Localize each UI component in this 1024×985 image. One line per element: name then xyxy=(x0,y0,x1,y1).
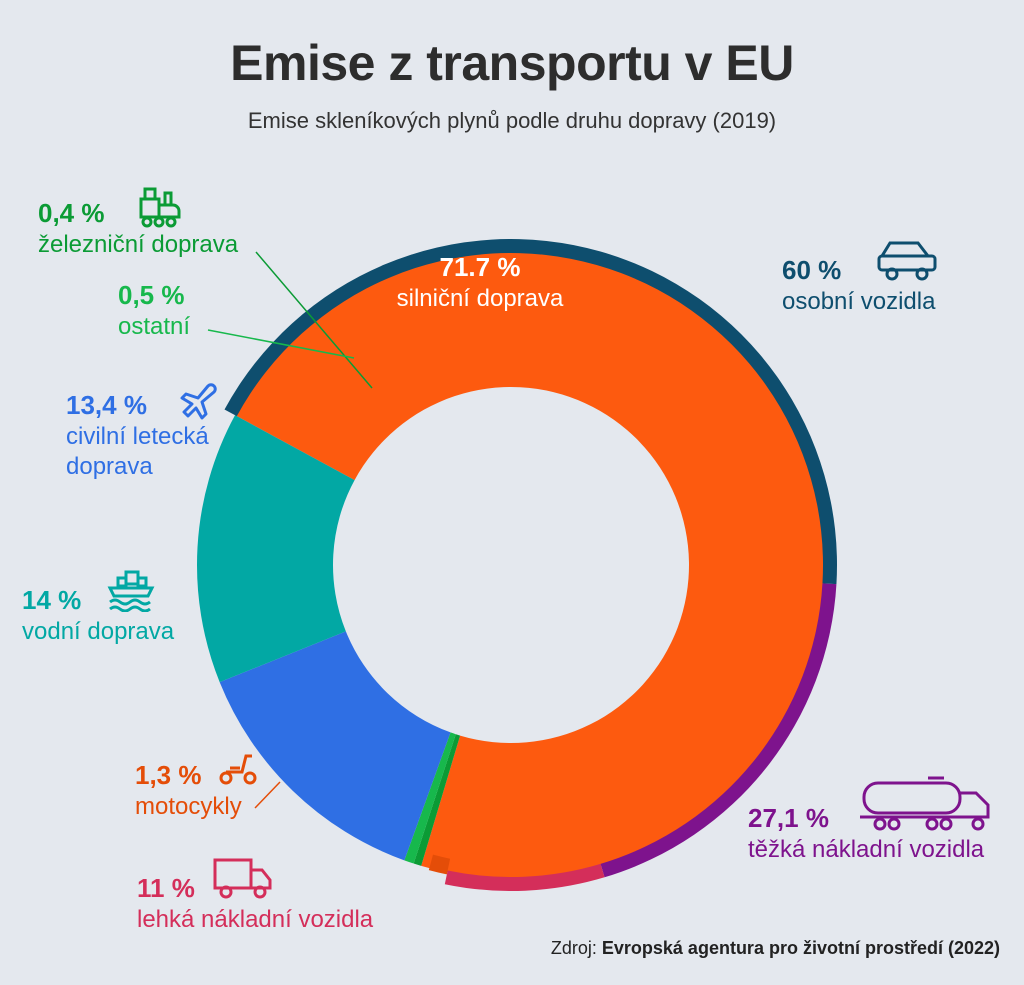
water-name: vodní doprava xyxy=(22,618,175,645)
label-water: 14 % vodní doprava xyxy=(22,585,174,647)
water-value: 14 % xyxy=(22,585,82,615)
cars-value: 60 % xyxy=(782,255,842,285)
van-icon xyxy=(213,858,272,899)
moto-leader-line xyxy=(254,781,281,809)
heavy-name: těžká nákladní vozidla xyxy=(748,836,985,863)
outer-slice-tezka-nakladni-vozidla xyxy=(600,583,837,878)
other-name: ostatní xyxy=(118,313,191,340)
page-subtitle: Emise skleníkových plynů podle druhu dop… xyxy=(247,108,777,133)
label-light: 11 % lehká nákladní vozidla xyxy=(137,873,373,935)
inner-slice-zeleznicni-doprava xyxy=(413,734,461,866)
tanker-truck-icon xyxy=(860,776,990,831)
label-aviation: 13,4 % civilní letecká doprava xyxy=(66,390,209,482)
train-icon xyxy=(139,187,181,228)
aviation-value: 13,4 % xyxy=(66,390,147,420)
outer-slice-lehka-nakladni-vozidla xyxy=(444,863,605,892)
rail-leader-line xyxy=(255,251,373,389)
label-heavy: 27,1 % těžká nákladní vozidla xyxy=(748,803,984,865)
cars-name: osobní vozidla xyxy=(782,288,936,315)
label-other: 0,5 % ostatní xyxy=(118,280,190,342)
rail-name: železniční doprava xyxy=(38,231,239,258)
other-leader-line xyxy=(207,329,355,359)
ship-icon xyxy=(107,570,155,612)
outer-ring xyxy=(224,239,837,892)
source-prefix: Zdroj: xyxy=(550,938,602,958)
label-moto: 1,3 % motocykly xyxy=(135,760,242,822)
page-title: Emise z transportu v EU xyxy=(230,35,794,91)
light-value: 11 % xyxy=(137,873,195,903)
moto-value: 1,3 % xyxy=(135,760,202,790)
inner-ring xyxy=(197,251,826,879)
scooter-icon xyxy=(219,754,257,785)
label-cars: 60 % osobní vozidla xyxy=(782,255,935,317)
road-value: 71.7 % xyxy=(439,252,521,282)
inner-slice-civilni-letecka-doprava xyxy=(219,631,451,861)
aviation-name-line2: doprava xyxy=(66,453,153,480)
inner-slice-vodni-doprava xyxy=(197,415,355,683)
road-name: silniční doprava xyxy=(396,285,564,312)
other-value: 0,5 % xyxy=(118,280,185,310)
source-text: Evropská agentura pro životní prostředí … xyxy=(601,938,1000,958)
light-name: lehká nákladní vozidla xyxy=(137,906,374,933)
inner-slice-ostatni xyxy=(404,732,456,864)
aviation-name-line1: civilní letecká xyxy=(66,423,209,450)
heavy-value: 27,1 % xyxy=(748,803,829,833)
airplane-icon xyxy=(180,383,217,420)
label-rail: 0,4 % železniční doprava xyxy=(38,198,238,260)
rail-value: 0,4 % xyxy=(38,198,105,228)
moto-name: motocykly xyxy=(135,793,242,820)
label-road: 71.7 % silniční doprava xyxy=(380,252,580,314)
outer-slice-motocykly xyxy=(428,854,451,875)
leader-lines xyxy=(207,251,373,809)
inner-slice-silnicni-doprava xyxy=(235,251,826,879)
car-icon xyxy=(877,241,937,281)
source-note: Zdroj: Evropská agentura pro životní pro… xyxy=(551,938,1000,959)
